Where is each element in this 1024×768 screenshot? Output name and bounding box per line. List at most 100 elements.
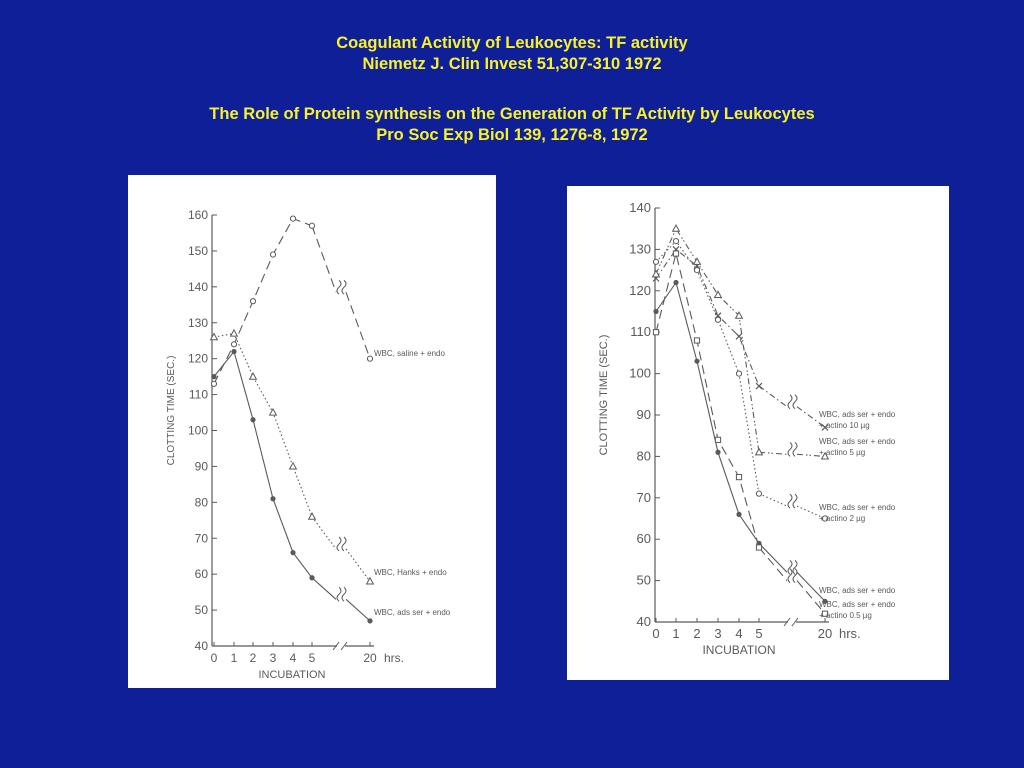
data-point-series-1-x5 xyxy=(754,447,764,456)
data-point-series-2-x5 xyxy=(755,490,763,497)
chart-right-svg: 40 50 60 70 80 90 100 110 120 130 140 0 1 2 3 4 5 20 hrs. I… xyxy=(598,200,896,657)
x-tick-label: 4 xyxy=(290,651,297,665)
data-point-series-1-x5 xyxy=(307,512,317,520)
series-break-segment-0 xyxy=(758,385,826,428)
data-point-series-2-x5 xyxy=(309,575,315,581)
data-point-series-0-x2 xyxy=(249,298,257,305)
data-point-series-1-x4 xyxy=(734,311,744,319)
data-point-series-0-x1 xyxy=(230,341,238,348)
chart-panel-left: 40 50 60 70 80 90 100 110 120 130 140 150 160 0 1 2 3 4 5 2… xyxy=(128,175,496,688)
y-tick-label: 90 xyxy=(637,407,651,422)
data-point-series-3-x4 xyxy=(736,511,742,517)
data-point-series-2-x1 xyxy=(231,348,237,355)
data-point-series-3-x20 xyxy=(822,598,828,604)
series-break-mark-1 xyxy=(787,441,798,457)
data-point-series-0-x0 xyxy=(210,380,218,387)
slide-title-line-2: Niemetz J. Clin Invest 51,307-310 1972 xyxy=(362,54,662,73)
data-point-series-1-x2 xyxy=(692,257,702,265)
series-break-segment-0 xyxy=(311,225,371,359)
y-tick-label: 70 xyxy=(195,531,209,545)
y-axis-title: CLOTTING TIME (SEC.) xyxy=(166,356,177,466)
x-tick-label: 20 xyxy=(363,651,377,665)
series-line-4 xyxy=(655,253,760,548)
data-point-series-0-x5 xyxy=(308,222,316,229)
x-tick-label: 0 xyxy=(652,626,659,641)
slide-subtitle-line-2: Pro Soc Exp Biol 139, 1276-8, 1972 xyxy=(376,125,648,144)
y-tick-label: 60 xyxy=(637,531,651,546)
data-point-series-4-x1 xyxy=(672,250,680,257)
data-point-series-0-x20 xyxy=(821,423,829,431)
series-label-3: WBC, ads ser + endo xyxy=(819,586,896,595)
series-break-mark-2 xyxy=(336,586,347,602)
data-point-series-4-x20 xyxy=(821,610,829,617)
x-unit-label: hrs. xyxy=(384,651,404,665)
data-point-series-2-x4 xyxy=(290,550,296,556)
x-tick-label: 2 xyxy=(250,651,257,665)
data-point-series-1-x1 xyxy=(229,328,239,337)
slide-subtitle-line-1: The Role of Protein synthesis on the Gen… xyxy=(209,105,815,123)
series-break-segment-1 xyxy=(311,516,371,582)
series-label-2: WBC, ads ser + endo xyxy=(819,503,896,512)
y-tick-label: 140 xyxy=(629,200,651,215)
x-tick-label: 1 xyxy=(672,626,679,641)
y-tick-label: 120 xyxy=(188,352,208,366)
y-tick-label: 130 xyxy=(188,316,208,330)
x-tick-label: 5 xyxy=(309,651,316,665)
y-tick-label: 40 xyxy=(637,614,651,629)
data-point-series-2-x2 xyxy=(250,417,256,423)
y-tick-label: 50 xyxy=(637,573,651,588)
series-line-2 xyxy=(213,350,313,579)
data-point-series-4-x5 xyxy=(755,544,763,551)
y-tick-label: 100 xyxy=(629,366,651,381)
series-break-mark-2 xyxy=(787,493,798,509)
data-point-series-3-x0 xyxy=(653,308,659,315)
series-break-mark-0 xyxy=(336,279,347,295)
series-label-2: WBC, ads ser + endo xyxy=(374,608,451,617)
series-break-segment-2 xyxy=(758,493,826,520)
x-tick-label: 2 xyxy=(693,626,700,641)
series-label-1-line-2: + actino 5 µg xyxy=(819,448,865,457)
data-point-series-4-x2 xyxy=(693,337,701,344)
series-label-4: WBC, ads ser + endo xyxy=(819,600,896,609)
x-tick-label: 3 xyxy=(714,626,721,641)
data-point-series-2-x0 xyxy=(211,374,217,380)
data-point-series-3-x3 xyxy=(715,449,721,455)
series-break-segment-4 xyxy=(758,547,826,615)
y-tick-label: 40 xyxy=(195,639,209,653)
data-point-series-4-x0 xyxy=(652,329,660,336)
slide-title-line-1: Coagulant Activity of Leukocytes: TF act… xyxy=(336,34,688,52)
x-axis-break-mark xyxy=(783,617,799,627)
series-label-1: WBC, ads ser + endo xyxy=(819,437,896,446)
data-point-series-1-x2 xyxy=(248,371,258,380)
series-break-mark-0 xyxy=(787,394,798,410)
data-point-series-0-x4 xyxy=(735,332,743,340)
series-break-mark-4 xyxy=(787,568,798,583)
series-line-1 xyxy=(213,332,313,517)
series-label-1: WBC, Hanks + endo xyxy=(374,568,447,577)
data-point-series-3-x2 xyxy=(694,358,700,364)
series-label-0: WBC, ads ser + endo xyxy=(819,410,896,419)
y-tick-label: 140 xyxy=(188,280,208,294)
data-point-series-1-x1 xyxy=(671,224,681,232)
data-point-series-1-x20 xyxy=(365,576,375,585)
y-tick-label: 80 xyxy=(637,448,651,463)
data-point-series-4-x3 xyxy=(714,436,722,443)
series-break-segment-2 xyxy=(311,577,371,622)
y-tick-label: 90 xyxy=(195,459,209,473)
chart-panel-right: 40 50 60 70 80 90 100 110 120 130 140 0 1 2 3 4 5 20 hrs. I… xyxy=(567,186,949,680)
y-tick-label: 80 xyxy=(195,495,209,509)
data-point-series-1-x3 xyxy=(713,290,723,299)
y-tick-label: 60 xyxy=(195,567,209,581)
series-line-0 xyxy=(213,217,313,385)
y-tick-label: 120 xyxy=(629,283,651,298)
series-label-0: WBC, saline + endo xyxy=(374,349,445,358)
x-tick-label: 4 xyxy=(735,626,742,641)
series-label-4-line-2: + actino 0.5 µg xyxy=(819,611,872,620)
x-tick-label: 5 xyxy=(755,626,762,641)
series-label-0-line-2: + actino 10 µg xyxy=(819,421,870,430)
y-tick-label: 110 xyxy=(630,324,651,339)
data-point-series-0-x5 xyxy=(755,382,763,390)
x-axis-title: INCUBATION xyxy=(258,669,325,681)
x-axis-break-mark xyxy=(332,641,348,651)
data-point-series-0-x3 xyxy=(269,251,277,258)
